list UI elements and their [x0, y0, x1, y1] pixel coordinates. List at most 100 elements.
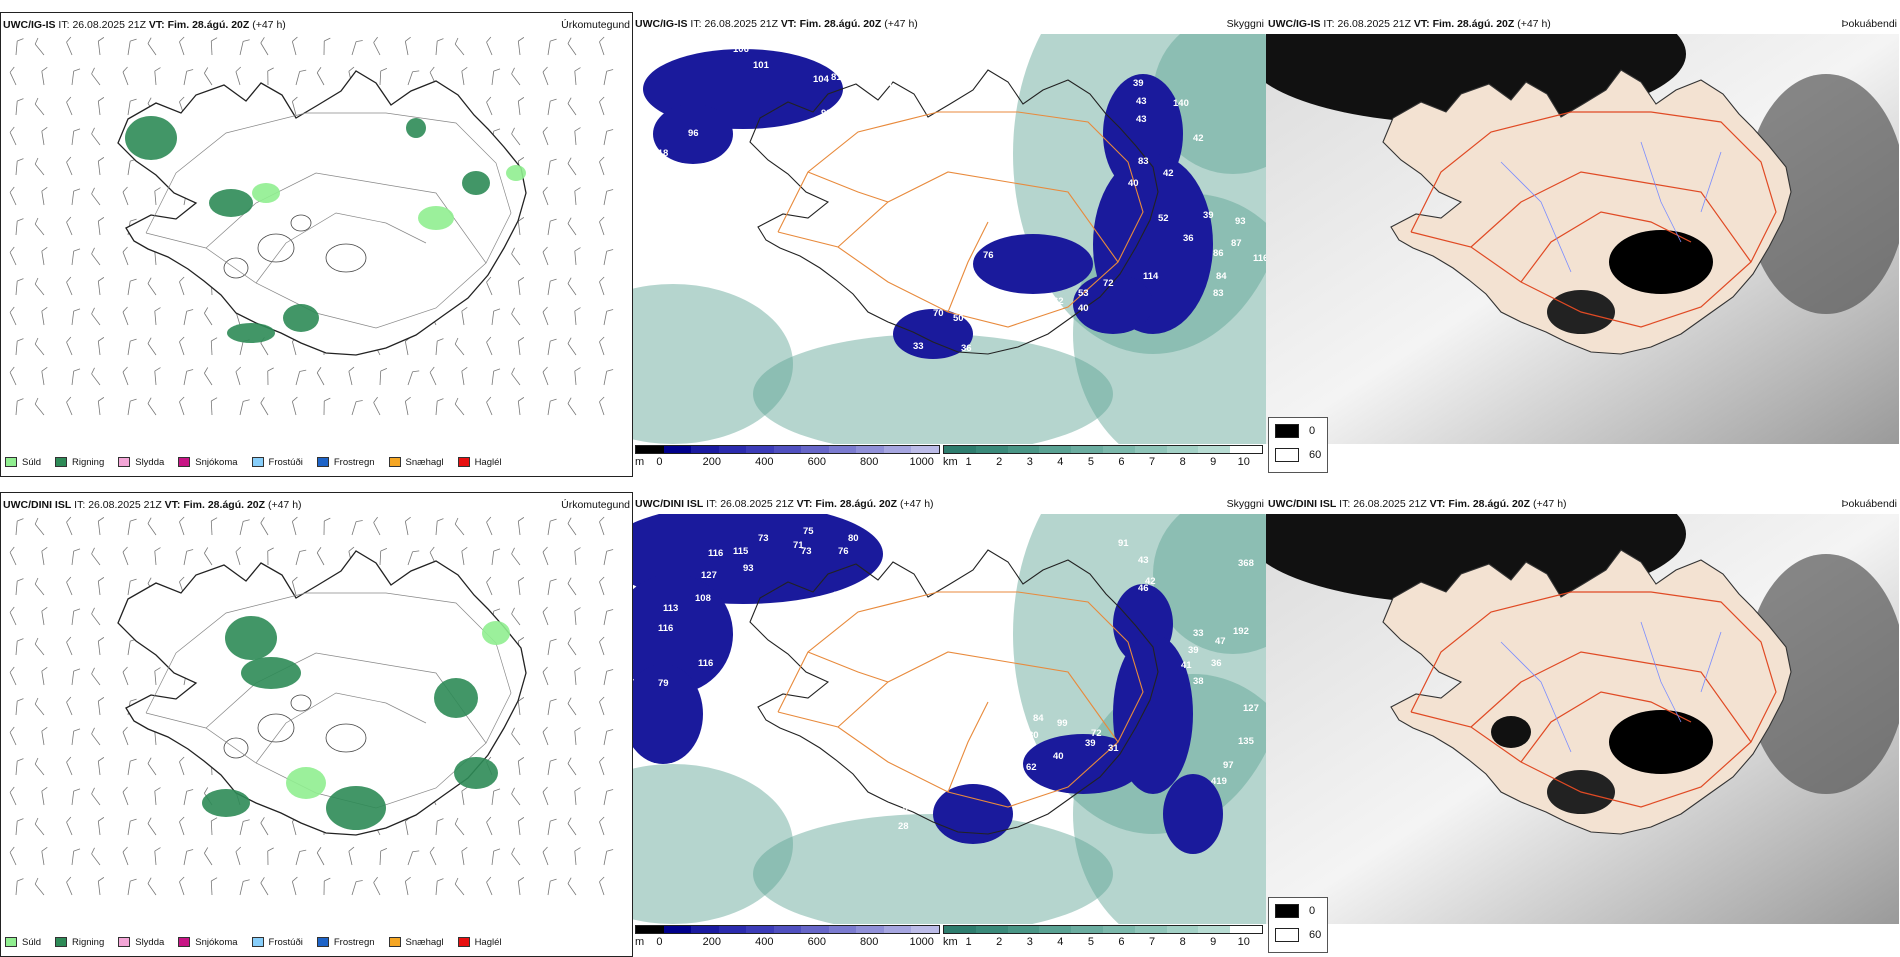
ceiling-value-label: 52 [1158, 213, 1169, 224]
ceiling-value-label: 79 [658, 678, 669, 689]
precip-patch [434, 678, 478, 718]
wind-barb [90, 308, 105, 325]
legend-swatch [1275, 448, 1299, 462]
ceiling-value-label: 84 [1033, 713, 1044, 724]
ceiling-value-label: 88 [838, 148, 849, 159]
precip-patch [227, 323, 275, 343]
colorbar-cell [801, 446, 829, 453]
wind-barb [352, 39, 363, 57]
ceiling-value-label: 98 [821, 108, 832, 119]
wind-barb [72, 728, 80, 746]
ceiling-value-label: 368 [1238, 558, 1254, 569]
ceiling-value-label: 115 [733, 546, 749, 557]
ceiling-value-label: 135 [1238, 736, 1255, 747]
wind-barb [41, 847, 50, 865]
colorbar-tick-label: 3 [1027, 456, 1033, 468]
colorbar-cell [856, 446, 884, 453]
wind-barb [566, 98, 581, 115]
ceiling-value-label: 80 [848, 533, 859, 544]
wind-barb [16, 638, 23, 655]
precip-map[interactable] [1, 515, 633, 925]
wind-barb [575, 368, 582, 385]
wind-barb [128, 878, 137, 896]
legend-swatch [178, 937, 190, 947]
wind-barb [548, 758, 557, 776]
wind-barb [510, 128, 525, 145]
wind-barb [436, 518, 443, 535]
precip-patch [406, 118, 426, 138]
wind-barb [268, 548, 274, 565]
wind-barb [33, 158, 48, 175]
wind-barb [598, 637, 609, 655]
colorbar-cell [719, 446, 747, 453]
wind-barb [146, 398, 161, 415]
ceiling-value-label: 36 [1183, 233, 1194, 244]
wind-barb [548, 578, 557, 596]
wind-barb [235, 367, 246, 385]
wind-barb [575, 668, 582, 685]
wind-barb [33, 758, 48, 775]
wind-barb [296, 849, 306, 867]
wind-barb [16, 98, 23, 115]
wind-barb [542, 127, 554, 145]
wind-barb [65, 277, 77, 295]
wind-barb [575, 848, 582, 865]
wind-barb [98, 817, 106, 835]
wind-barb [542, 787, 554, 805]
wind-barb [352, 879, 363, 897]
wind-barb [429, 367, 442, 385]
wind-barb [16, 338, 23, 355]
colorbar-cell [856, 926, 884, 933]
wind-barb [575, 188, 582, 205]
precip-panel-row2: UWC/DINI ISL IT: 26.08.2025 21Z VT: Fim.… [0, 492, 633, 957]
wind-barb [65, 397, 77, 415]
wind-barb [566, 218, 581, 235]
ceiling-value-label: 33 [1193, 628, 1204, 639]
wind-barb [548, 218, 557, 236]
colorbar-cell [1167, 926, 1199, 933]
ceiling-value-label: 83 [1213, 288, 1224, 299]
wind-barb [566, 518, 581, 535]
wind-barb [548, 278, 557, 296]
legend-item: Haglél [458, 937, 502, 948]
fog-map[interactable] [1266, 34, 1899, 444]
colorbar-tick-label: 3 [1027, 936, 1033, 948]
colorbar-tick-label: 0 [656, 456, 662, 468]
wind-barb [485, 277, 497, 295]
colorbar-cell [829, 446, 857, 453]
precip-map[interactable] [1, 35, 633, 445]
wind-barb [122, 247, 134, 265]
wind-barb [184, 788, 193, 806]
wind-barb [33, 878, 48, 895]
legend-label: Snjókoma [195, 457, 237, 468]
wind-barb [604, 188, 613, 206]
fog-map[interactable] [1266, 514, 1899, 924]
colorbar-cell [976, 926, 1008, 933]
colorbar-tick-label: 600 [808, 936, 826, 948]
wind-barb [604, 548, 613, 566]
ceiling-value-label: 84 [1216, 271, 1227, 282]
wind-barb [575, 128, 582, 145]
ceiling-value-label: 76 [838, 546, 849, 557]
wind-barb [461, 787, 470, 805]
ceiling-value-label: 93 [833, 590, 844, 601]
legend-label: Slydda [135, 457, 164, 468]
wind-barb [405, 397, 414, 415]
ceiling-value-label: 82 [828, 60, 839, 71]
ceiling-value-label: 76 [983, 250, 994, 261]
legend-swatch [317, 457, 329, 467]
colorbar-tick-label: 1 [966, 936, 972, 948]
wind-barb [90, 728, 105, 745]
ceiling-value-label: 50 [953, 313, 964, 324]
wind-barb [575, 788, 582, 805]
wind-barb [542, 67, 554, 85]
legend-swatch [5, 457, 17, 467]
colorbar-cells [943, 445, 1263, 454]
wind-barb [316, 67, 329, 85]
legend-label: 0 [1309, 905, 1315, 917]
wind-barb [542, 667, 554, 685]
wind-barb [548, 398, 557, 416]
wind-barb [41, 667, 50, 685]
